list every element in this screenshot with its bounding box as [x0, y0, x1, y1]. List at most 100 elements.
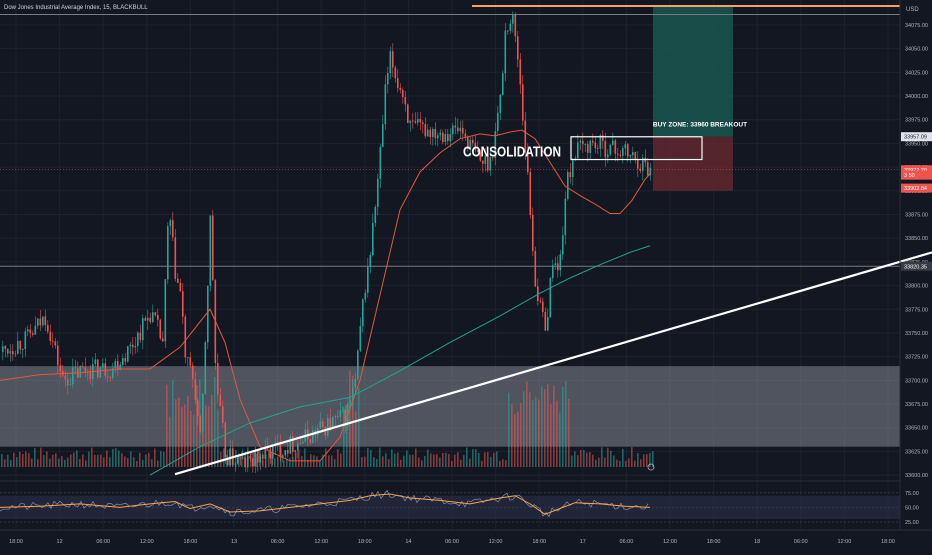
- candle: [67, 379, 69, 386]
- volume-bar: [652, 451, 654, 467]
- volume-bar: [595, 459, 597, 467]
- volume-bar: [619, 460, 621, 467]
- candle: [229, 448, 232, 465]
- candle: [164, 279, 167, 342]
- candle: [252, 458, 254, 467]
- volume-bar: [535, 396, 537, 467]
- candle: [282, 455, 284, 458]
- candle: [99, 367, 102, 378]
- x-tick-label: 06:00: [96, 539, 110, 545]
- candle: [147, 317, 149, 321]
- volume-bar: [457, 452, 459, 467]
- candle: [329, 418, 332, 429]
- volume-bar: [520, 403, 522, 467]
- price-label: 33957.09: [904, 135, 927, 141]
- price-label-bg: [901, 132, 932, 142]
- volume-bar: [10, 459, 12, 467]
- candle: [384, 84, 387, 125]
- candle: [192, 365, 194, 380]
- volume-bar: [346, 404, 348, 467]
- candle: [254, 449, 257, 467]
- volume-bar: [406, 450, 408, 467]
- volume-bar: [127, 457, 129, 467]
- candle: [504, 30, 507, 74]
- candle: [599, 135, 602, 149]
- candle: [244, 457, 247, 468]
- candle: [169, 220, 172, 227]
- volume-bar: [592, 454, 594, 467]
- volume-bar: [427, 449, 429, 467]
- candle: [604, 141, 607, 158]
- x-tick-label: 12: [57, 539, 63, 545]
- candle: [142, 318, 144, 341]
- volume-bar: [430, 453, 432, 467]
- candle: [177, 278, 179, 283]
- volume-bar: [79, 459, 81, 467]
- candle: [427, 129, 429, 137]
- candle: [492, 157, 494, 159]
- candle: [337, 415, 339, 417]
- candle: [392, 51, 394, 68]
- candle: [344, 409, 347, 427]
- volume-bar: [553, 385, 555, 467]
- candle: [349, 399, 352, 404]
- y-tick-label: 33625.00: [905, 449, 928, 455]
- volume-bar: [418, 457, 420, 467]
- candle: [619, 154, 622, 156]
- volume-bar: [166, 384, 168, 467]
- volume-bar: [13, 452, 15, 467]
- candle: [592, 140, 594, 143]
- candle: [339, 410, 342, 417]
- volume-bar: [307, 459, 309, 467]
- volume-bar: [121, 453, 123, 467]
- volume-bar: [637, 453, 639, 467]
- candle: [469, 139, 472, 149]
- volume-bar: [268, 451, 270, 467]
- candle: [577, 142, 579, 159]
- volume-bar: [85, 460, 87, 467]
- candle: [49, 331, 52, 341]
- candle: [419, 118, 422, 123]
- volume-bar: [292, 456, 294, 467]
- candle: [634, 152, 637, 160]
- candle: [382, 124, 384, 147]
- volume-bar: [409, 454, 411, 467]
- candle: [204, 342, 207, 394]
- candle: [484, 155, 487, 164]
- volume-bar: [358, 387, 360, 467]
- candle: [237, 457, 239, 464]
- candle: [194, 379, 197, 401]
- candle: [224, 423, 227, 458]
- x-tick-label: 18:00: [358, 539, 372, 545]
- volume-bar: [589, 452, 591, 467]
- candle: [79, 366, 82, 378]
- candle: [4, 346, 7, 349]
- candle: [2, 346, 4, 352]
- candle: [514, 15, 517, 37]
- y-tick-label: 33725.00: [905, 355, 928, 361]
- candle: [167, 226, 169, 280]
- volume-bar: [436, 454, 438, 467]
- x-tick-label: 13: [231, 539, 237, 545]
- x-tick-label: 18:00: [184, 539, 198, 545]
- volume-bar: [514, 414, 516, 467]
- candle: [209, 215, 212, 286]
- candle: [397, 78, 399, 88]
- candle: [632, 152, 634, 156]
- volume-bar: [283, 460, 285, 467]
- volume-bar: [88, 451, 90, 467]
- candle: [207, 285, 209, 343]
- candle: [364, 292, 367, 300]
- volume-bar: [91, 447, 93, 467]
- volume-bar: [22, 454, 24, 467]
- candle: [394, 67, 397, 79]
- volume-bar: [115, 448, 117, 467]
- volume-bar: [112, 448, 114, 467]
- volume-bar: [505, 460, 507, 467]
- volume-bar: [133, 457, 135, 467]
- volume-bar: [373, 457, 375, 467]
- volume-bar: [241, 452, 243, 467]
- volume-bar: [439, 457, 441, 467]
